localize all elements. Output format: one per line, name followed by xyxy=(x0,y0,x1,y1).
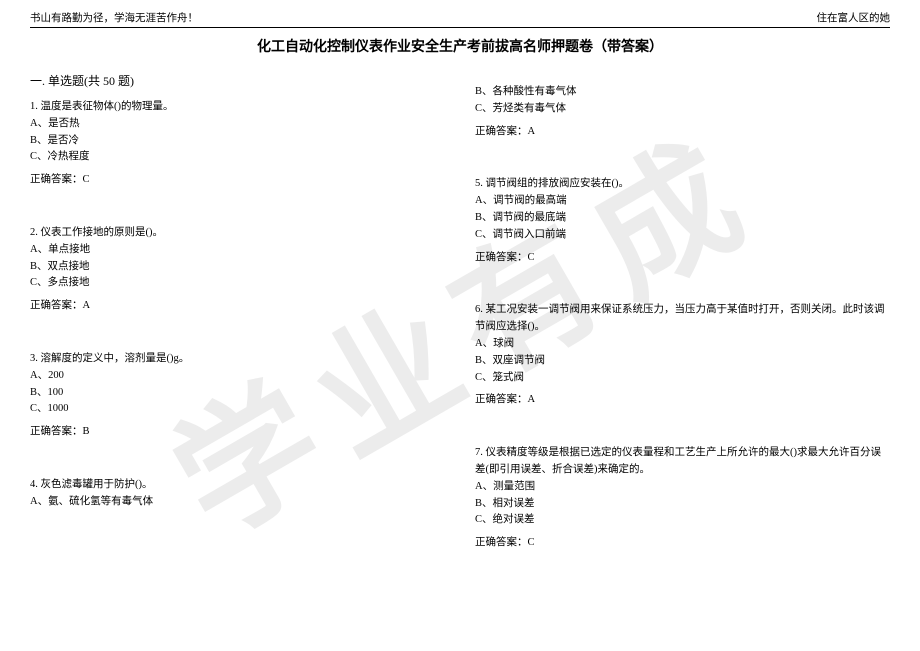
header-left: 书山有路勤为径，学海无涯苦作舟！ xyxy=(30,10,198,25)
question-option: B、相对误差 xyxy=(475,496,890,513)
question-block: 6. 某工况安装一调节阀用来保证系统压力，当压力高于某值时打开，否则关闭。此时该… xyxy=(475,302,890,409)
question-option: B、各种酸性有毒气体 xyxy=(475,84,890,101)
question-block: 1. 温度是表征物体()的物理量。 A、是否热 B、是否冷 C、冷热程度 正确答… xyxy=(30,99,445,189)
content-columns: 一. 单选题(共 50 题) 1. 温度是表征物体()的物理量。 A、是否热 B… xyxy=(30,66,890,588)
question-stem: 1. 温度是表征物体()的物理量。 xyxy=(30,99,445,116)
question-stem: 6. 某工况安装一调节阀用来保证系统压力，当压力高于某值时打开，否则关闭。此时该… xyxy=(475,302,890,336)
question-block: 2. 仪表工作接地的原则是()。 A、单点接地 B、双点接地 C、多点接地 正确… xyxy=(30,225,445,315)
question-block: B、各种酸性有毒气体 C、芳烃类有毒气体 正确答案：A xyxy=(475,84,890,140)
answer-line: 正确答案：A xyxy=(30,298,445,315)
question-option: A、调节阀的最高端 xyxy=(475,193,890,210)
answer-line: 正确答案：A xyxy=(475,392,890,409)
section-heading: 一. 单选题(共 50 题) xyxy=(30,72,445,89)
header-row: 书山有路勤为径，学海无涯苦作舟！ 住在富人区的她 xyxy=(30,10,890,28)
question-stem: 2. 仪表工作接地的原则是()。 xyxy=(30,225,445,242)
header-right: 住在富人区的她 xyxy=(817,10,891,25)
question-option: C、1000 xyxy=(30,401,445,418)
answer-line: 正确答案：C xyxy=(475,535,890,552)
right-column: B、各种酸性有毒气体 C、芳烃类有毒气体 正确答案：A 5. 调节阀组的排放阀应… xyxy=(475,66,890,588)
question-option: C、绝对误差 xyxy=(475,512,890,529)
question-option: C、冷热程度 xyxy=(30,149,445,166)
question-option: A、是否热 xyxy=(30,116,445,133)
question-block: 4. 灰色滤毒罐用于防护()。 A、氨、硫化氢等有毒气体 xyxy=(30,477,445,511)
question-option: A、200 xyxy=(30,368,445,385)
question-option: C、调节阀入口前端 xyxy=(475,227,890,244)
answer-line: 正确答案：B xyxy=(30,424,445,441)
question-option: C、笼式阀 xyxy=(475,370,890,387)
question-block: 7. 仪表精度等级是根据已选定的仪表量程和工艺生产上所允许的最大()求最大允许百… xyxy=(475,445,890,552)
question-stem: 3. 溶解度的定义中，溶剂量是()g。 xyxy=(30,351,445,368)
question-option: B、双点接地 xyxy=(30,259,445,276)
left-column: 一. 单选题(共 50 题) 1. 温度是表征物体()的物理量。 A、是否热 B… xyxy=(30,66,445,588)
question-block: 5. 调节阀组的排放阀应安装在()。 A、调节阀的最高端 B、调节阀的最底端 C… xyxy=(475,176,890,266)
question-option: B、调节阀的最底端 xyxy=(475,210,890,227)
question-block: 3. 溶解度的定义中，溶剂量是()g。 A、200 B、100 C、1000 正… xyxy=(30,351,445,441)
question-option: C、芳烃类有毒气体 xyxy=(475,101,890,118)
question-option: A、球阀 xyxy=(475,336,890,353)
page-title: 化工自动化控制仪表作业安全生产考前拔高名师押题卷（带答案） xyxy=(30,36,890,56)
page-container: 书山有路勤为径，学海无涯苦作舟！ 住在富人区的她 化工自动化控制仪表作业安全生产… xyxy=(0,0,920,598)
question-stem: 4. 灰色滤毒罐用于防护()。 xyxy=(30,477,445,494)
question-option: A、测量范围 xyxy=(475,479,890,496)
question-option: B、是否冷 xyxy=(30,133,445,150)
answer-line: 正确答案：C xyxy=(30,172,445,189)
question-option: B、双座调节阀 xyxy=(475,353,890,370)
question-option: B、100 xyxy=(30,385,445,402)
question-option: A、单点接地 xyxy=(30,242,445,259)
answer-line: 正确答案：A xyxy=(475,124,890,141)
question-option: C、多点接地 xyxy=(30,275,445,292)
question-stem: 5. 调节阀组的排放阀应安装在()。 xyxy=(475,176,890,193)
question-stem: 7. 仪表精度等级是根据已选定的仪表量程和工艺生产上所允许的最大()求最大允许百… xyxy=(475,445,890,479)
answer-line: 正确答案：C xyxy=(475,250,890,267)
question-option: A、氨、硫化氢等有毒气体 xyxy=(30,494,445,511)
